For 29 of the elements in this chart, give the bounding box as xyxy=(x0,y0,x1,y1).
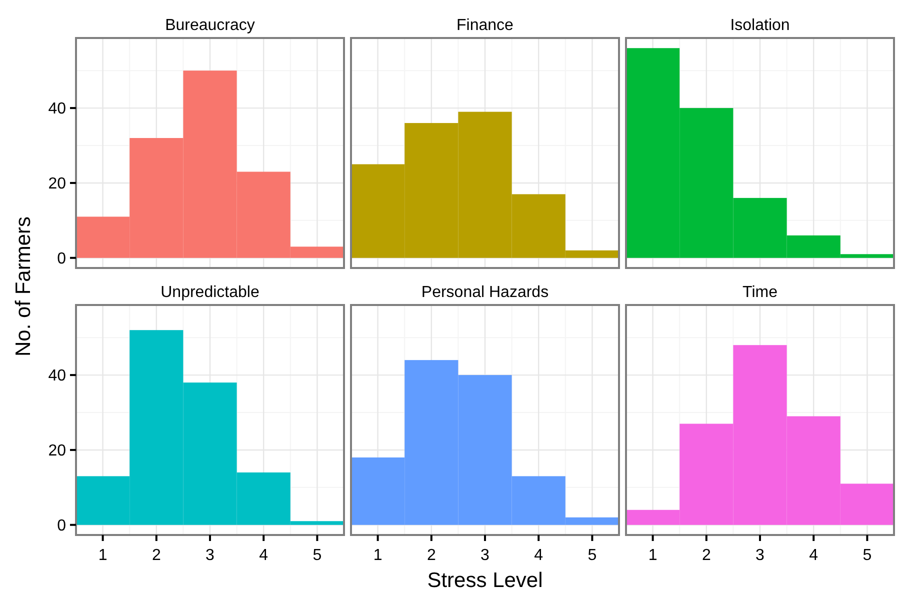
x-tick-label: 2 xyxy=(426,547,436,564)
chart-title: Personal Hazards xyxy=(421,284,549,301)
y-tick-label: 0 xyxy=(57,517,66,534)
x-tick-label: 5 xyxy=(312,547,322,564)
x-tick-label: 3 xyxy=(480,547,490,564)
chart-title: Time xyxy=(742,284,778,301)
x-tick-label: 3 xyxy=(756,547,765,564)
y-tick-label: 20 xyxy=(48,176,66,193)
x-tick-label: 2 xyxy=(702,547,711,564)
x-tick-label: 4 xyxy=(259,547,268,564)
x-tick-label: 3 xyxy=(206,547,215,564)
chart-title: Isolation xyxy=(730,17,790,34)
x-tick-label: 1 xyxy=(648,547,658,564)
x-tick-label: 4 xyxy=(809,547,818,564)
x-tick-label: 1 xyxy=(98,547,108,564)
y-tick-label: 40 xyxy=(48,368,66,385)
x-tick-label: 5 xyxy=(862,547,872,564)
x-tick-label: 4 xyxy=(534,547,544,564)
y-tick-label: 0 xyxy=(57,250,66,268)
x-axis-title: Stress Level xyxy=(427,569,543,590)
y-tick-label: 20 xyxy=(48,442,66,460)
chart-title: Unpredictable xyxy=(160,284,260,301)
chart-title: Bureaucracy xyxy=(165,17,255,34)
chart-title: Finance xyxy=(456,17,514,34)
x-tick-label: 5 xyxy=(588,547,597,564)
y-axis-title: No. of Farmers xyxy=(12,216,35,357)
x-tick-label: 2 xyxy=(152,547,161,564)
y-tick-label: 40 xyxy=(48,100,66,118)
x-tick-label: 1 xyxy=(373,547,382,564)
